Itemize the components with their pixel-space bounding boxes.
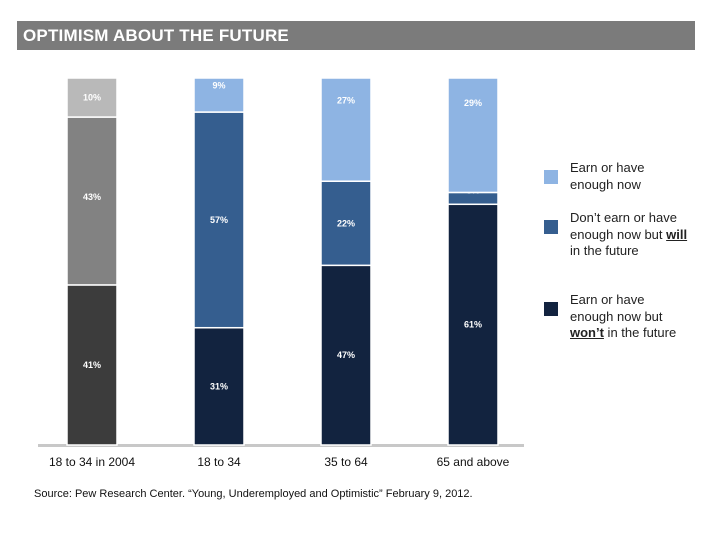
bar-segment [66, 284, 118, 446]
bar-segment [193, 77, 245, 113]
data-label: 10% [83, 93, 101, 103]
legend-label: Earn or have enough now [570, 160, 645, 192]
category-label: 35 to 64 [324, 455, 368, 469]
bar-segment [320, 180, 372, 267]
legend-label: Earn or have enough now but won’t in the… [570, 292, 677, 340]
data-label: 29% [464, 98, 482, 108]
data-label: 31% [210, 381, 228, 391]
data-label: 41% [83, 360, 101, 370]
bar-segment [66, 77, 118, 118]
source-note: Source: Pew Research Center. “Young, Und… [34, 488, 473, 500]
page-title: OPTIMISM ABOUT THE FUTURE [23, 26, 289, 45]
bar-segment [447, 203, 499, 446]
data-label: 9% [212, 80, 225, 90]
category-label: 18 to 34 in 2004 [49, 455, 135, 469]
data-label: 27% [337, 96, 355, 106]
data-label: 22% [337, 218, 355, 228]
legend-swatch [544, 170, 558, 184]
bar-segment [320, 264, 372, 446]
bar-segment [447, 77, 499, 194]
title-bar: OPTIMISM ABOUT THE FUTURE [17, 21, 695, 50]
bar-segment [320, 77, 372, 182]
bar-segment [193, 111, 245, 329]
data-label: 43% [83, 192, 101, 202]
legend-swatch [544, 220, 558, 234]
data-label: 47% [337, 350, 355, 360]
category-label: 65 and above [437, 455, 510, 469]
legend-label: Don’t earn or have enough now but will i… [570, 210, 688, 258]
category-label: 18 to 34 [197, 455, 241, 469]
bar-segment [193, 326, 245, 446]
data-label: 57% [210, 215, 228, 225]
data-label: 61% [464, 320, 482, 330]
legend-swatch [544, 302, 558, 316]
